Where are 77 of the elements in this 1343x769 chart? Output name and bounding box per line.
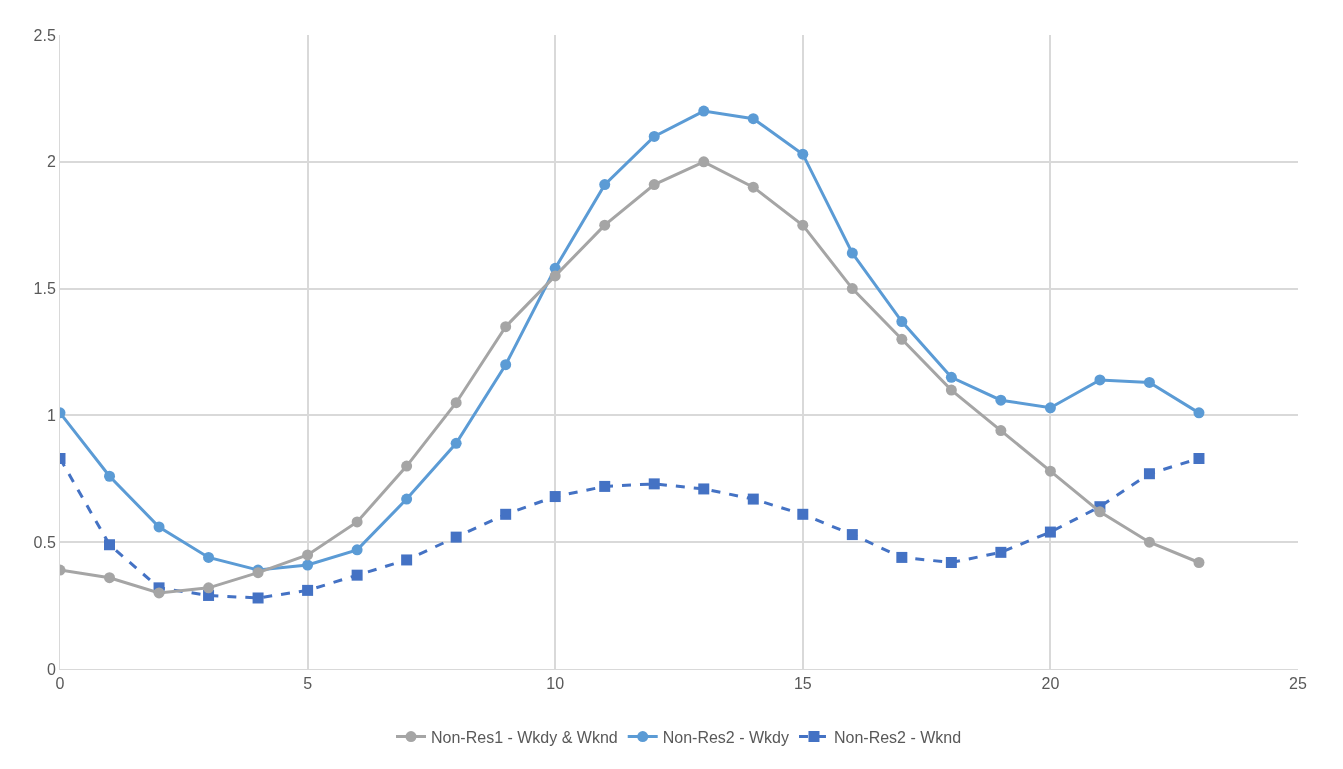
- point: [1143, 468, 1155, 480]
- legend-label: Non-Res2 - Wknd: [833, 728, 962, 746]
- point: [995, 394, 1007, 406]
- point: [698, 105, 710, 117]
- y-tick-label: 1.5: [33, 280, 56, 298]
- y-tick-label: 0: [46, 660, 56, 678]
- point: [302, 559, 314, 571]
- point: [252, 592, 264, 604]
- point: [302, 584, 314, 596]
- point: [500, 359, 512, 371]
- legend-label: Non-Res1 - Wkdy & Wknd: [431, 728, 618, 746]
- point: [351, 516, 363, 528]
- x-tick-label: 25: [1289, 675, 1307, 693]
- point: [1143, 376, 1155, 388]
- point: [599, 179, 611, 191]
- point: [747, 493, 759, 505]
- x-tick-label: 10: [546, 675, 565, 693]
- point: [846, 529, 858, 541]
- point: [450, 437, 462, 449]
- point: [896, 316, 908, 328]
- point: [648, 179, 660, 191]
- point: [797, 508, 809, 520]
- point: [1094, 506, 1106, 518]
- point: [698, 483, 710, 495]
- point: [351, 569, 363, 581]
- point: [648, 130, 660, 142]
- point: [1193, 453, 1205, 465]
- point: [648, 478, 660, 490]
- point: [401, 554, 413, 566]
- point: [1143, 536, 1155, 548]
- point: [698, 156, 710, 168]
- y-tick-label: 1: [46, 407, 56, 424]
- point: [104, 539, 116, 551]
- point: [797, 148, 809, 160]
- point: [450, 531, 462, 543]
- point: [846, 283, 858, 295]
- point: [450, 397, 462, 409]
- y-tick-label: 0.5: [33, 533, 56, 551]
- point: [1044, 526, 1056, 538]
- point: [104, 470, 116, 482]
- point: [500, 508, 512, 520]
- y-tick-label: 2: [46, 153, 56, 171]
- point: [995, 425, 1007, 437]
- x-tick-label: 15: [793, 675, 812, 693]
- point: [500, 321, 512, 333]
- point: [351, 544, 363, 556]
- point: [896, 333, 908, 345]
- point: [945, 384, 957, 396]
- point: [153, 521, 165, 533]
- point: [1044, 402, 1056, 414]
- point: [302, 549, 314, 561]
- point: [1193, 407, 1205, 419]
- point: [153, 587, 165, 599]
- point: [549, 491, 561, 503]
- point: [995, 546, 1007, 558]
- point: [203, 582, 215, 594]
- point: [549, 270, 561, 282]
- point: [203, 551, 215, 563]
- point: [846, 247, 858, 259]
- x-tick-label: 20: [1041, 675, 1060, 693]
- point: [797, 219, 809, 231]
- x-tick-label: 5: [303, 675, 313, 693]
- legend-label: Non-Res2 - Wkdy: [662, 728, 789, 746]
- point: [104, 572, 116, 584]
- point: [599, 480, 611, 492]
- point: [747, 113, 759, 125]
- point: [945, 556, 957, 568]
- point: [896, 551, 908, 563]
- point: [401, 493, 413, 505]
- point: [747, 181, 759, 193]
- y-tick-label: 2.5: [33, 26, 56, 44]
- point: [1094, 374, 1106, 386]
- point: [1044, 465, 1056, 477]
- point: [945, 371, 957, 383]
- point: [401, 460, 413, 472]
- point: [1193, 556, 1205, 568]
- point: [599, 219, 611, 231]
